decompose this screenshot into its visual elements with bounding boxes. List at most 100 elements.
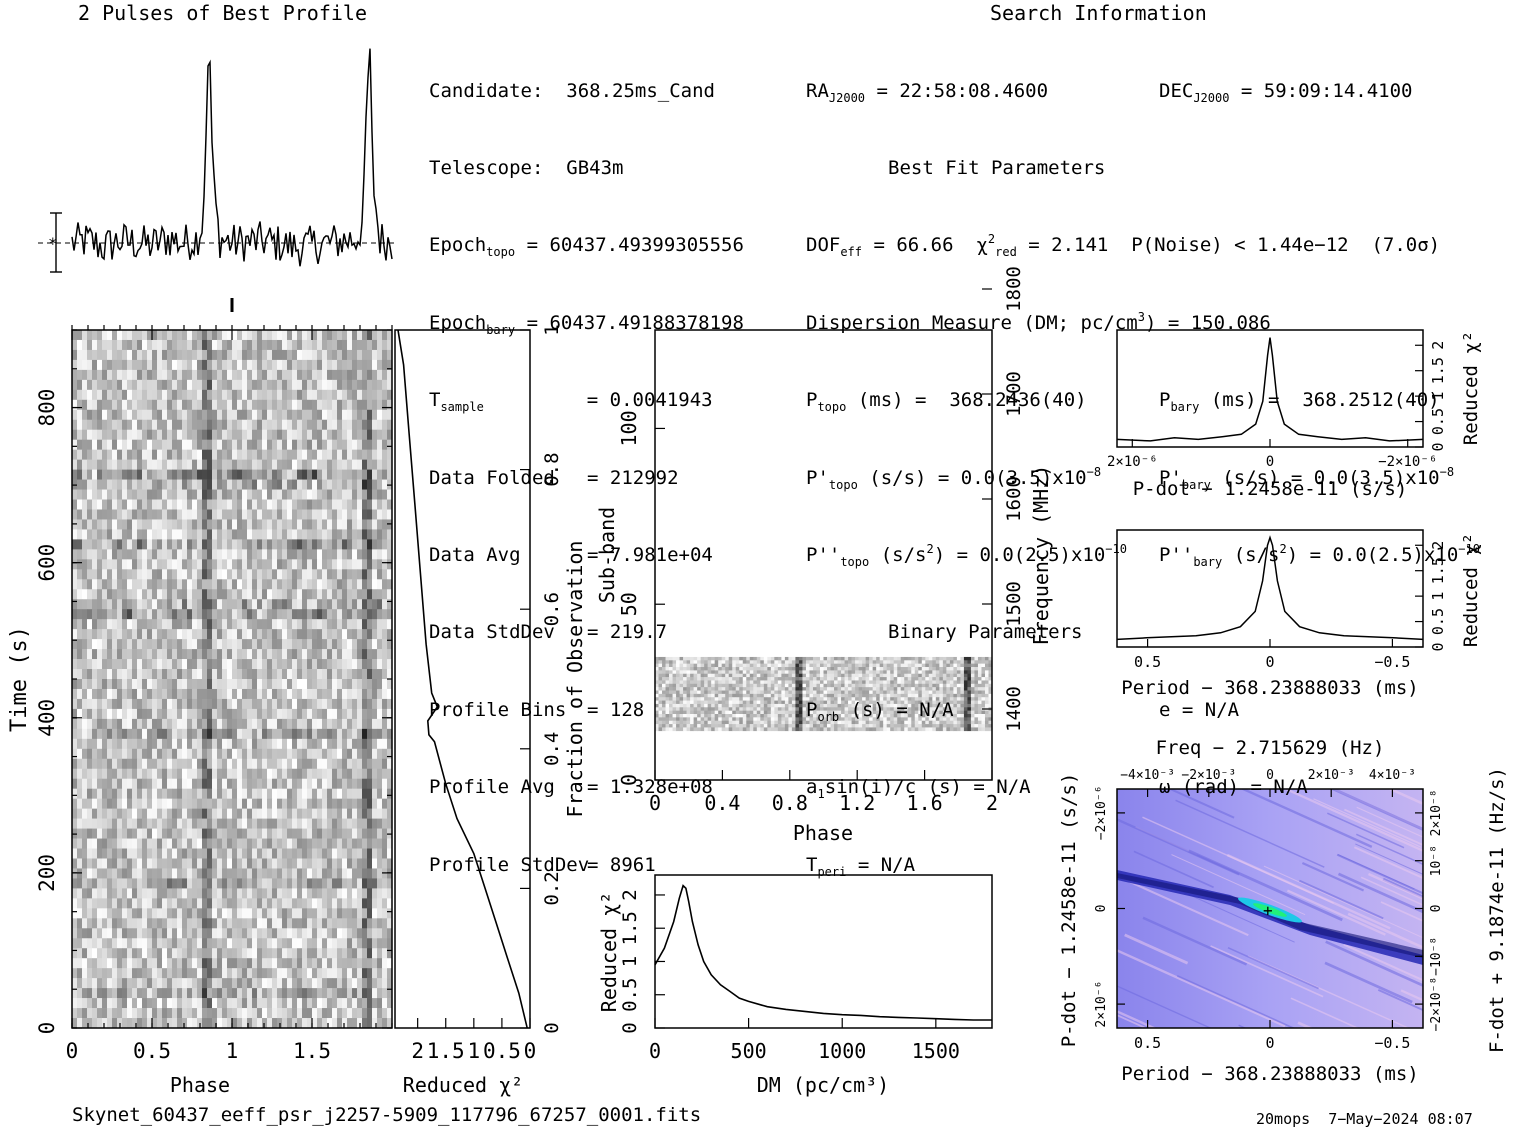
time-phase-cell — [177, 838, 183, 849]
time-phase-cell — [122, 409, 128, 421]
time-phase-cell — [147, 459, 153, 470]
time-phase-cell — [202, 619, 208, 630]
time-phase-cell — [142, 409, 148, 421]
time-phase-cell — [262, 788, 268, 799]
time-phase-cell — [332, 669, 338, 680]
time-phase-cell — [287, 629, 293, 640]
time-phase-cell — [107, 768, 113, 780]
time-phase-cell — [272, 918, 278, 929]
time-phase-cell — [177, 728, 183, 740]
time-phase-cell — [212, 519, 218, 530]
time-phase-cell — [102, 698, 108, 710]
time-phase-cell — [347, 908, 353, 919]
time-phase-cell — [252, 698, 258, 710]
time-phase-cell — [82, 988, 88, 999]
time-phase-cell — [267, 669, 273, 680]
time-phase-cell — [327, 968, 333, 979]
time-phase-cell — [87, 609, 93, 620]
time-phase-cell — [317, 569, 323, 580]
time-phase-cell — [132, 748, 138, 760]
time-phase-cell — [212, 629, 218, 640]
time-phase-cell — [267, 479, 273, 490]
time-phase-cell — [112, 669, 118, 680]
time-phase-cell — [322, 898, 328, 909]
time-phase-cell — [287, 639, 293, 650]
time-phase-cell — [382, 539, 388, 550]
time-phase-cell — [112, 479, 118, 490]
time-phase-cell — [112, 878, 118, 889]
time-phase-cell — [167, 768, 173, 780]
time-phase-cell — [312, 389, 318, 401]
time-phase-cell — [352, 669, 358, 680]
time-phase-cell — [87, 888, 93, 899]
time-phase-cell — [122, 688, 128, 700]
time-phase-cell — [87, 808, 93, 819]
time-phase-cell — [152, 858, 158, 869]
time-phase-cell — [277, 649, 283, 660]
time-phase-cell — [332, 758, 338, 770]
time-phase-cell — [132, 758, 138, 770]
time-phase-cell — [307, 948, 313, 959]
time-phase-cell — [112, 389, 118, 401]
time-phase-cell — [147, 728, 153, 740]
time-phase-cell — [362, 808, 368, 819]
subband-cell — [981, 656, 986, 661]
time-phase-cell — [337, 698, 343, 710]
time-phase-cell — [202, 778, 208, 789]
time-phase-cell — [337, 339, 343, 351]
time-phase-cell — [97, 968, 103, 979]
time-phase-cell — [147, 579, 153, 590]
time-phase-cell — [157, 918, 163, 929]
time-phase-cell — [292, 708, 298, 720]
time-phase-cell — [302, 888, 308, 899]
time-phase-cell — [332, 499, 338, 510]
time-phase-cell — [102, 439, 108, 450]
time-phase-cell — [282, 529, 288, 540]
time-phase-cell — [147, 838, 153, 849]
time-phase-cell — [217, 649, 223, 660]
time-phase-cell — [312, 958, 318, 969]
time-phase-cell — [332, 369, 338, 381]
time-phase-cell — [72, 359, 78, 371]
time-phase-cell — [237, 389, 243, 401]
time-phase-cell — [377, 589, 383, 600]
time-phase-cell — [167, 708, 173, 720]
subband-cell — [942, 663, 947, 668]
time-phase-cell — [182, 330, 188, 341]
time-phase-cell — [337, 509, 343, 520]
time-phase-cell — [212, 389, 218, 401]
time-phase-cell — [117, 898, 123, 909]
subband-cell — [879, 656, 884, 661]
time-phase-cell — [77, 888, 83, 899]
time-phase-cell — [247, 798, 253, 809]
time-phase-cell — [357, 599, 363, 610]
time-phase-cell — [322, 330, 328, 341]
time-phase-cell — [322, 788, 328, 799]
time-phase-cell — [217, 788, 223, 799]
time-phase-cell — [117, 748, 123, 760]
time-phase-cell — [252, 948, 258, 959]
time-phase-cell — [97, 369, 103, 381]
time-phase-cell — [192, 379, 198, 391]
time-phase-cell — [372, 778, 378, 789]
time-phase-cell — [367, 459, 373, 470]
time-phase-cell — [232, 988, 238, 999]
time-phase-cell — [252, 898, 258, 909]
subband-cell — [655, 656, 659, 661]
time-phase-cell — [177, 569, 183, 580]
time-phase-cell — [92, 918, 98, 929]
time-phase-cell — [352, 828, 358, 839]
time-phase-cell — [142, 958, 148, 969]
time-phase-cell — [172, 569, 178, 580]
time-phase-cell — [312, 948, 318, 959]
time-phase-cell — [272, 948, 278, 959]
time-phase-cell — [287, 399, 293, 411]
time-phase-cell — [182, 928, 188, 939]
time-phase-cell — [367, 708, 373, 720]
time-phase-cell — [152, 519, 158, 530]
time-phase-cell — [117, 579, 123, 590]
time-phase-cell — [87, 858, 93, 869]
time-phase-cell — [132, 339, 138, 351]
time-phase-cell — [112, 748, 118, 760]
time-phase-cell — [77, 589, 83, 600]
